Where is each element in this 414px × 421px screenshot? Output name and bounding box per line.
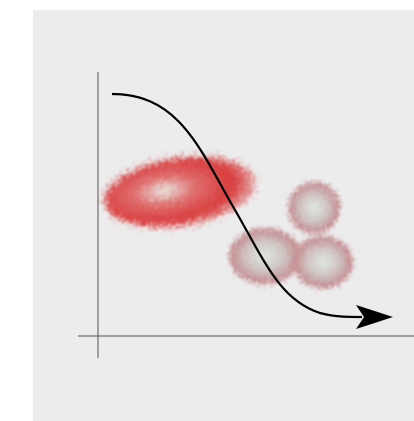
small-bacterium-top <box>288 182 340 234</box>
decline-curve-arrow <box>111 92 363 319</box>
small-bacterium-left <box>229 228 301 284</box>
small-bacterium-right <box>293 236 353 288</box>
large-red-bacterium <box>104 156 256 228</box>
figure-panel <box>33 10 414 421</box>
arrowhead-icon <box>356 305 393 329</box>
